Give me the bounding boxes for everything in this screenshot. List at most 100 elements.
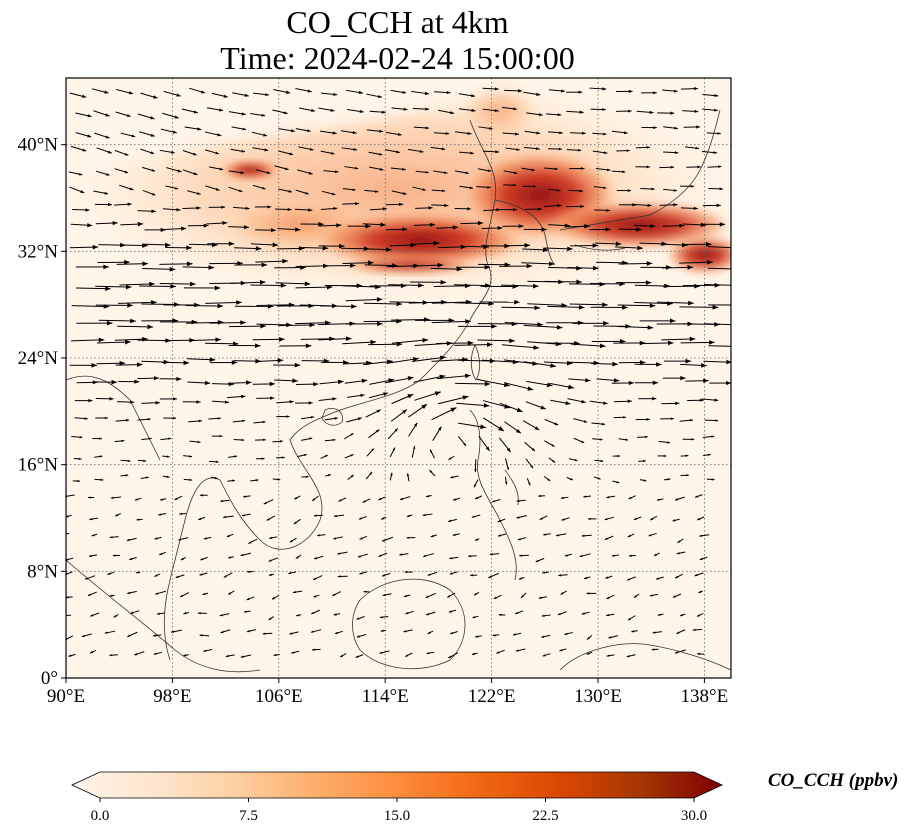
lon-tick-label: 90°E <box>47 686 85 707</box>
wind-arrow <box>411 355 446 363</box>
wind-arrow <box>499 437 512 453</box>
wind-arrow <box>557 611 567 616</box>
wind-arrow <box>436 373 471 380</box>
wind-arrow <box>181 108 198 114</box>
wind-arrow <box>483 208 501 212</box>
wind-arrow <box>568 378 591 383</box>
wind-arrow <box>450 475 459 479</box>
wind-arrow <box>91 88 109 94</box>
wind-arrow <box>243 610 251 613</box>
wind-arrow <box>425 611 436 616</box>
wind-arrow <box>158 512 167 516</box>
wind-arrow <box>199 634 210 637</box>
wind-arrow <box>702 453 711 457</box>
wind-arrow <box>433 170 448 175</box>
wind-arrow <box>246 629 256 633</box>
wind-arrow <box>114 150 129 156</box>
wind-arrow <box>229 323 266 329</box>
wind-arrow <box>427 571 438 576</box>
longitude-axis: 90°E 98°E 106°E 114°E 122°E 130°E 138°E <box>47 678 728 707</box>
wind-arrow <box>163 416 177 420</box>
wind-arrow <box>390 167 406 171</box>
wind-arrow <box>368 166 384 171</box>
wind-arrow <box>75 132 92 138</box>
wind-arrow <box>521 167 535 172</box>
wind-arrow <box>240 552 252 557</box>
wind-arrow <box>425 494 432 498</box>
wind-arrow <box>611 554 620 557</box>
wind-arrow <box>702 203 721 208</box>
wind-arrow <box>657 613 664 616</box>
wind-arrow <box>144 227 166 232</box>
wind-arrow <box>501 305 541 311</box>
wind-arrow <box>252 184 266 190</box>
wind-arrow <box>662 375 686 381</box>
wind-arrow <box>707 267 731 270</box>
wind-arrow <box>183 478 193 482</box>
wind-arrow <box>114 202 132 206</box>
wind-arrow <box>159 376 182 382</box>
wind-arrow <box>252 147 269 152</box>
wind-arrow <box>378 496 386 501</box>
wind-arrow <box>516 515 527 519</box>
wind-arrow <box>366 448 375 457</box>
wind-arrow <box>130 610 140 614</box>
wind-arrow <box>474 495 483 500</box>
wind-arrow <box>409 279 447 285</box>
wind-arrow <box>197 612 207 615</box>
wind-arrow <box>664 358 692 364</box>
wind-arrow <box>120 459 131 463</box>
wind-arrow <box>431 319 471 324</box>
gridlines <box>66 78 731 678</box>
wind-arrow <box>381 572 391 577</box>
wind-arrow <box>141 437 152 441</box>
wind-arrow <box>179 512 187 516</box>
wind-arrow <box>570 243 599 248</box>
wind-arrow <box>567 265 599 271</box>
wind-arrow <box>66 596 73 599</box>
wind-arrow <box>406 473 410 482</box>
colorbar: 0.0 7.5 15.0 22.5 30.0 <box>71 771 723 824</box>
wind-arrow <box>187 223 209 228</box>
wind-arrow <box>134 497 142 501</box>
wind-arrow <box>406 514 413 518</box>
wind-arrow <box>141 400 160 405</box>
wind-arrow <box>69 92 87 98</box>
wind-arrow <box>234 262 268 268</box>
wind-arrow <box>502 243 531 248</box>
wind-arrow <box>368 151 383 156</box>
wind-arrow <box>310 609 321 615</box>
wind-arrow <box>271 594 280 600</box>
wind-arrow <box>160 437 172 441</box>
wind-arrow <box>137 113 155 120</box>
wind-arrow <box>543 475 551 482</box>
wind-arrow <box>205 300 242 305</box>
wind-arrow <box>694 572 704 577</box>
wind-arrow <box>347 224 371 229</box>
wind-arrow <box>341 147 358 151</box>
wind-arrow <box>273 89 291 94</box>
wind-arrow <box>256 396 275 400</box>
wind-arrow <box>96 339 131 345</box>
wind-arrow <box>573 437 585 444</box>
lat-tick-label: 40°N <box>18 135 59 156</box>
wind-arrow <box>199 572 208 576</box>
wind-arrow <box>636 110 654 114</box>
wind-arrow <box>189 87 206 94</box>
wind-arrow <box>612 480 620 484</box>
wind-arrow <box>295 88 312 93</box>
wind-arrow <box>204 131 222 137</box>
wind-arrow <box>355 654 364 658</box>
wind-arrow <box>639 479 647 482</box>
wind-arrow <box>458 422 487 430</box>
wind-arrow <box>153 651 162 655</box>
wind-arrow <box>459 151 474 155</box>
wind-arrow <box>165 245 192 251</box>
wind-arrow <box>482 417 505 432</box>
wind-arrow <box>95 220 118 226</box>
wind-arrow <box>605 575 613 579</box>
wind-arrow <box>120 474 129 477</box>
wind-arrow <box>301 437 313 441</box>
wind-arrow <box>141 166 156 172</box>
wind-arrow <box>674 573 683 579</box>
